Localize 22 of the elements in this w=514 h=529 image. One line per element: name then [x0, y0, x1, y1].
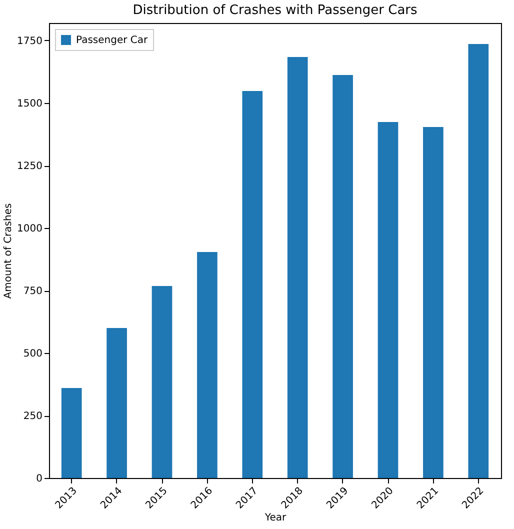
x-axis-title: Year — [264, 512, 287, 524]
y-axis-title: Amount of Crashes — [3, 203, 14, 299]
y-tick-label: 250 — [23, 411, 42, 422]
legend-label: Passenger Car — [76, 35, 149, 46]
bar — [468, 44, 489, 478]
y-tick-label: 1500 — [17, 98, 42, 110]
y-tick-label: 750 — [23, 286, 42, 297]
bar — [61, 388, 82, 478]
bar — [332, 75, 353, 478]
bar — [242, 91, 263, 478]
bar — [423, 127, 444, 478]
chart-title: Distribution of Crashes with Passenger Cars — [132, 3, 418, 18]
bar — [152, 286, 172, 478]
y-tick-label: 1750 — [17, 36, 42, 47]
y-tick-label: 1000 — [17, 224, 42, 234]
y-tick-label: 0 — [36, 474, 42, 484]
bar — [106, 328, 127, 478]
y-tick-label: 500 — [23, 348, 42, 360]
bar — [287, 57, 308, 478]
y-tick-label: 1250 — [17, 161, 42, 172]
bar — [378, 122, 398, 478]
bar — [197, 252, 218, 478]
